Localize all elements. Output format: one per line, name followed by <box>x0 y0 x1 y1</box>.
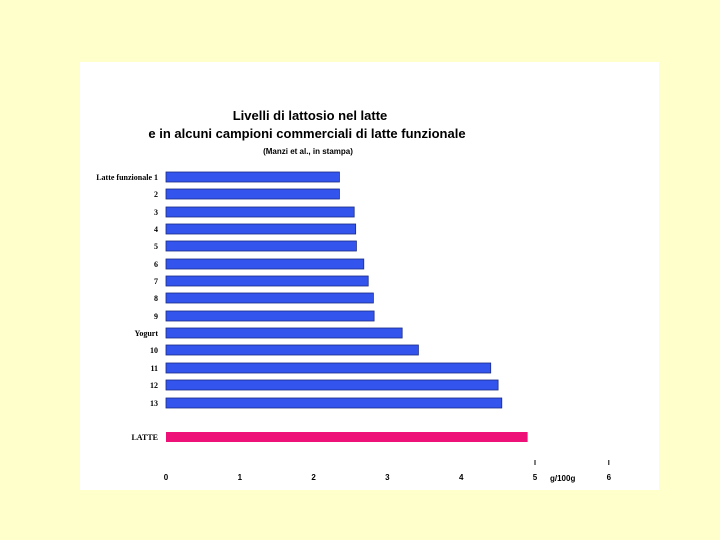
x-tick-label: 3 <box>385 473 390 482</box>
bar <box>165 362 492 374</box>
bar <box>165 223 357 235</box>
category-label: Yogurt <box>134 329 158 338</box>
category-label: 10 <box>150 346 158 355</box>
x-axis-ticks: 0 1 2 3 4 5 6 <box>164 460 612 482</box>
x-tick-label: 2 <box>311 473 316 482</box>
x-tick-label: 6 <box>607 473 612 482</box>
category-label: 6 <box>154 260 158 269</box>
bar <box>165 344 419 356</box>
category-label: 2 <box>154 190 158 199</box>
lactose-bar-chart: Livelli di lattosio nel latte e in alcun… <box>96 108 612 483</box>
category-label: 4 <box>154 225 158 234</box>
bar <box>165 397 503 409</box>
bars-layer <box>165 171 528 442</box>
category-label: 3 <box>154 208 158 217</box>
bar <box>165 275 369 287</box>
chart-source: (Manzi et al., in stampa) <box>263 147 353 156</box>
bar <box>165 206 355 218</box>
category-label: 9 <box>154 312 158 321</box>
category-label: 13 <box>150 399 158 408</box>
category-label: 5 <box>154 242 158 251</box>
x-tick-label: 4 <box>459 473 464 482</box>
category-labels: Latte funzionale 1 2 3 4 5 6 7 8 9 Yogurt 10 11 12 13… <box>96 173 158 442</box>
category-label: 8 <box>154 294 158 303</box>
bar <box>165 292 374 304</box>
category-label: 7 <box>154 277 158 286</box>
chart-title: Livelli di lattosio nel latte <box>233 108 388 123</box>
category-label: LATTE <box>131 433 158 442</box>
bar <box>165 258 365 270</box>
category-label: 11 <box>150 364 158 373</box>
category-label: 12 <box>150 381 158 390</box>
category-label: Latte funzionale 1 <box>96 173 158 182</box>
x-tick-label: 0 <box>164 473 169 482</box>
x-tick-label: 5 <box>533 473 538 482</box>
bar <box>165 171 340 183</box>
bar <box>165 310 375 322</box>
x-axis-label: g/100g <box>550 474 575 483</box>
bar-latte <box>166 432 528 442</box>
x-tick-label: 1 <box>238 473 243 482</box>
bar <box>165 240 357 252</box>
bar <box>165 188 340 200</box>
bar <box>165 379 499 391</box>
chart-panel: Livelli di lattosio nel latte e in alcun… <box>80 62 659 490</box>
bar <box>165 327 403 339</box>
chart-subtitle: e in alcuni campioni commerciali di latt… <box>148 126 465 141</box>
